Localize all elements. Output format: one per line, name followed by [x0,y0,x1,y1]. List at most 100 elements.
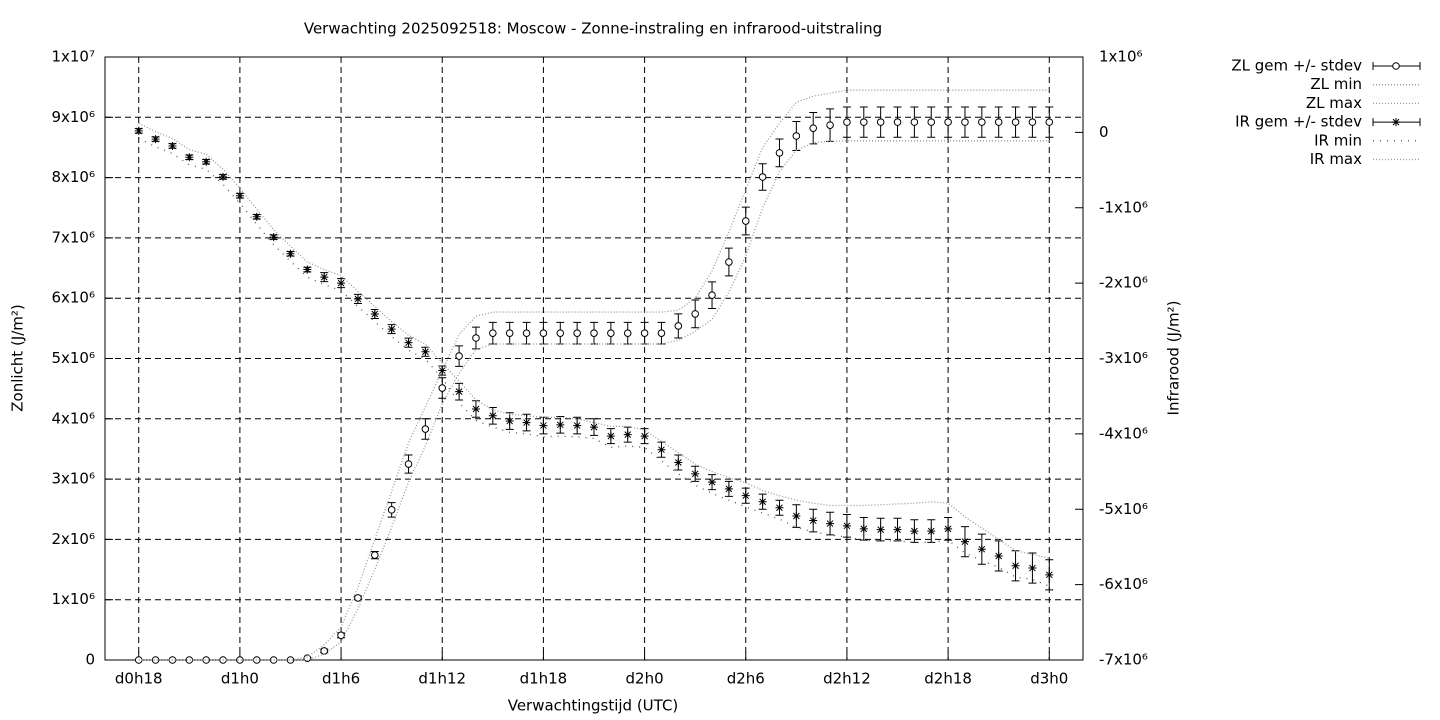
point [488,411,497,420]
point [236,656,244,664]
point [370,551,379,559]
point [758,173,767,181]
x-tick-label: d2h0 [626,670,664,688]
point [843,118,851,126]
point [775,503,784,512]
point [859,524,868,533]
point [471,405,480,414]
point [370,310,379,319]
point [792,132,801,140]
legend-key-marker [1392,62,1400,70]
point [724,484,733,493]
y-tick-label: 0 [85,651,95,669]
plot-frame [104,56,1084,661]
x-tick-label: d1h6 [322,670,360,688]
point [994,118,1003,126]
y2-tick-label: -5x10⁶ [1099,500,1148,518]
point [522,329,531,337]
point [657,445,666,454]
point [978,118,986,126]
point [725,258,733,266]
x-tick-label: d0h18 [115,670,163,688]
y2-tick-label: -2x10⁶ [1099,274,1148,292]
point [1028,564,1037,573]
point [168,141,177,150]
point [286,249,295,258]
point [320,273,329,282]
point [556,420,565,429]
point [1011,561,1020,570]
y-tick-label: 5x10⁶ [51,349,95,367]
point [354,594,362,602]
point [353,294,362,303]
point [741,217,750,225]
y2-tick-label: 0 [1099,123,1109,141]
x-tick-label: d2h18 [924,670,972,688]
point [607,329,615,337]
point [640,329,649,337]
legend-label: IR gem +/- stdev [1235,113,1362,131]
point [842,521,851,530]
point [151,135,160,144]
point [421,425,430,433]
y2-tick-label: -3x10⁶ [1099,349,1148,367]
y2-tick-label: -6x10⁶ [1099,575,1148,593]
point [606,432,615,441]
point [809,124,818,132]
point [489,329,497,337]
point [708,478,717,487]
point [1045,118,1054,126]
point [623,430,632,439]
point [944,118,952,126]
point [539,329,548,337]
x-tick-label: d2h6 [727,670,765,688]
point [674,322,683,330]
point [151,656,160,664]
point [809,516,818,525]
point [674,458,683,467]
legend-label: ZL gem +/- stdev [1231,57,1362,75]
point [775,149,784,157]
point [826,519,835,528]
point [1028,118,1037,126]
y-tick-label: 7x10⁶ [51,228,95,246]
point [219,172,228,181]
chart-title: Verwachting 2025092518: Moscow - Zonne-i… [304,20,882,38]
point [944,524,953,533]
point [1011,118,1020,126]
y-tick-label: 9x10⁶ [51,108,95,126]
range-line [138,137,1050,587]
x-tick-label: d1h0 [221,670,259,688]
y2-tick-label: -1x10⁶ [1099,198,1148,216]
point [876,118,885,126]
point [134,126,143,135]
point [235,191,244,200]
point [185,153,194,162]
legend-label: IR max [1310,150,1362,168]
point [927,118,936,126]
y-tick-label: 4x10⁶ [51,409,95,427]
point [269,233,278,242]
point [792,512,801,521]
point [455,387,464,396]
point [522,418,531,427]
point [404,338,413,347]
point [640,432,649,441]
y-tick-label: 3x10⁶ [51,470,95,488]
point [691,310,699,318]
point [556,329,565,337]
point [708,291,716,299]
point [590,423,598,432]
x-tick-label: d2h12 [823,670,871,688]
point [337,631,345,640]
point [387,506,396,514]
point [252,212,261,221]
point [539,421,548,430]
point [910,527,919,536]
point [404,460,413,468]
point [876,525,885,534]
point [826,121,834,129]
point [623,329,632,337]
x-axis-label: Verwachtingstijd (UTC) [508,697,679,715]
